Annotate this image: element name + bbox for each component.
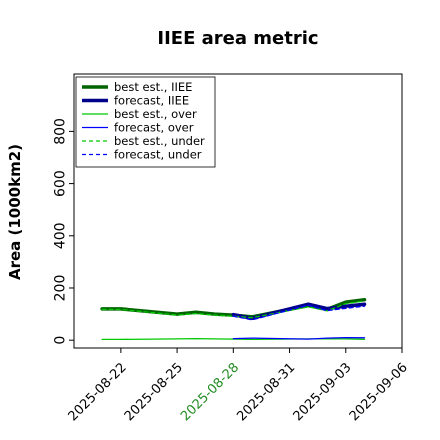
legend-label: best est., over	[114, 107, 197, 121]
y-tick-label: 0	[53, 336, 69, 345]
legend-label: forecast, over	[114, 121, 194, 135]
x-tick-label: 2025-09-06	[347, 360, 411, 424]
series-line-best-est-under	[101, 300, 366, 319]
x-tick-label: 2025-09-03	[291, 360, 355, 424]
y-tick-label: 600	[53, 170, 69, 197]
legend-label: best est., under	[114, 134, 205, 148]
chart-title: IIEE area metric	[157, 28, 318, 49]
legend-label: best est., IIEE	[114, 80, 192, 94]
series-line-forecast-over	[232, 336, 366, 340]
legend-label: forecast, under	[114, 148, 202, 162]
y-tick-label: 800	[53, 118, 69, 145]
x-tick-label: 2025-08-28	[178, 360, 242, 424]
series-line-forecast-under	[232, 304, 366, 321]
y-tick-label: 200	[53, 275, 69, 302]
legend-label: forecast, IIEE	[114, 94, 189, 108]
x-tick-label: 2025-08-31	[234, 360, 298, 424]
plot-frame	[73, 73, 403, 349]
x-tick-label: 2025-08-22	[66, 360, 130, 424]
y-tick-label: 400	[53, 222, 69, 249]
x-tick-label: 2025-08-25	[122, 360, 186, 424]
y-axis-label: Area (1000km2)	[6, 144, 24, 280]
legend-box	[75, 76, 216, 168]
